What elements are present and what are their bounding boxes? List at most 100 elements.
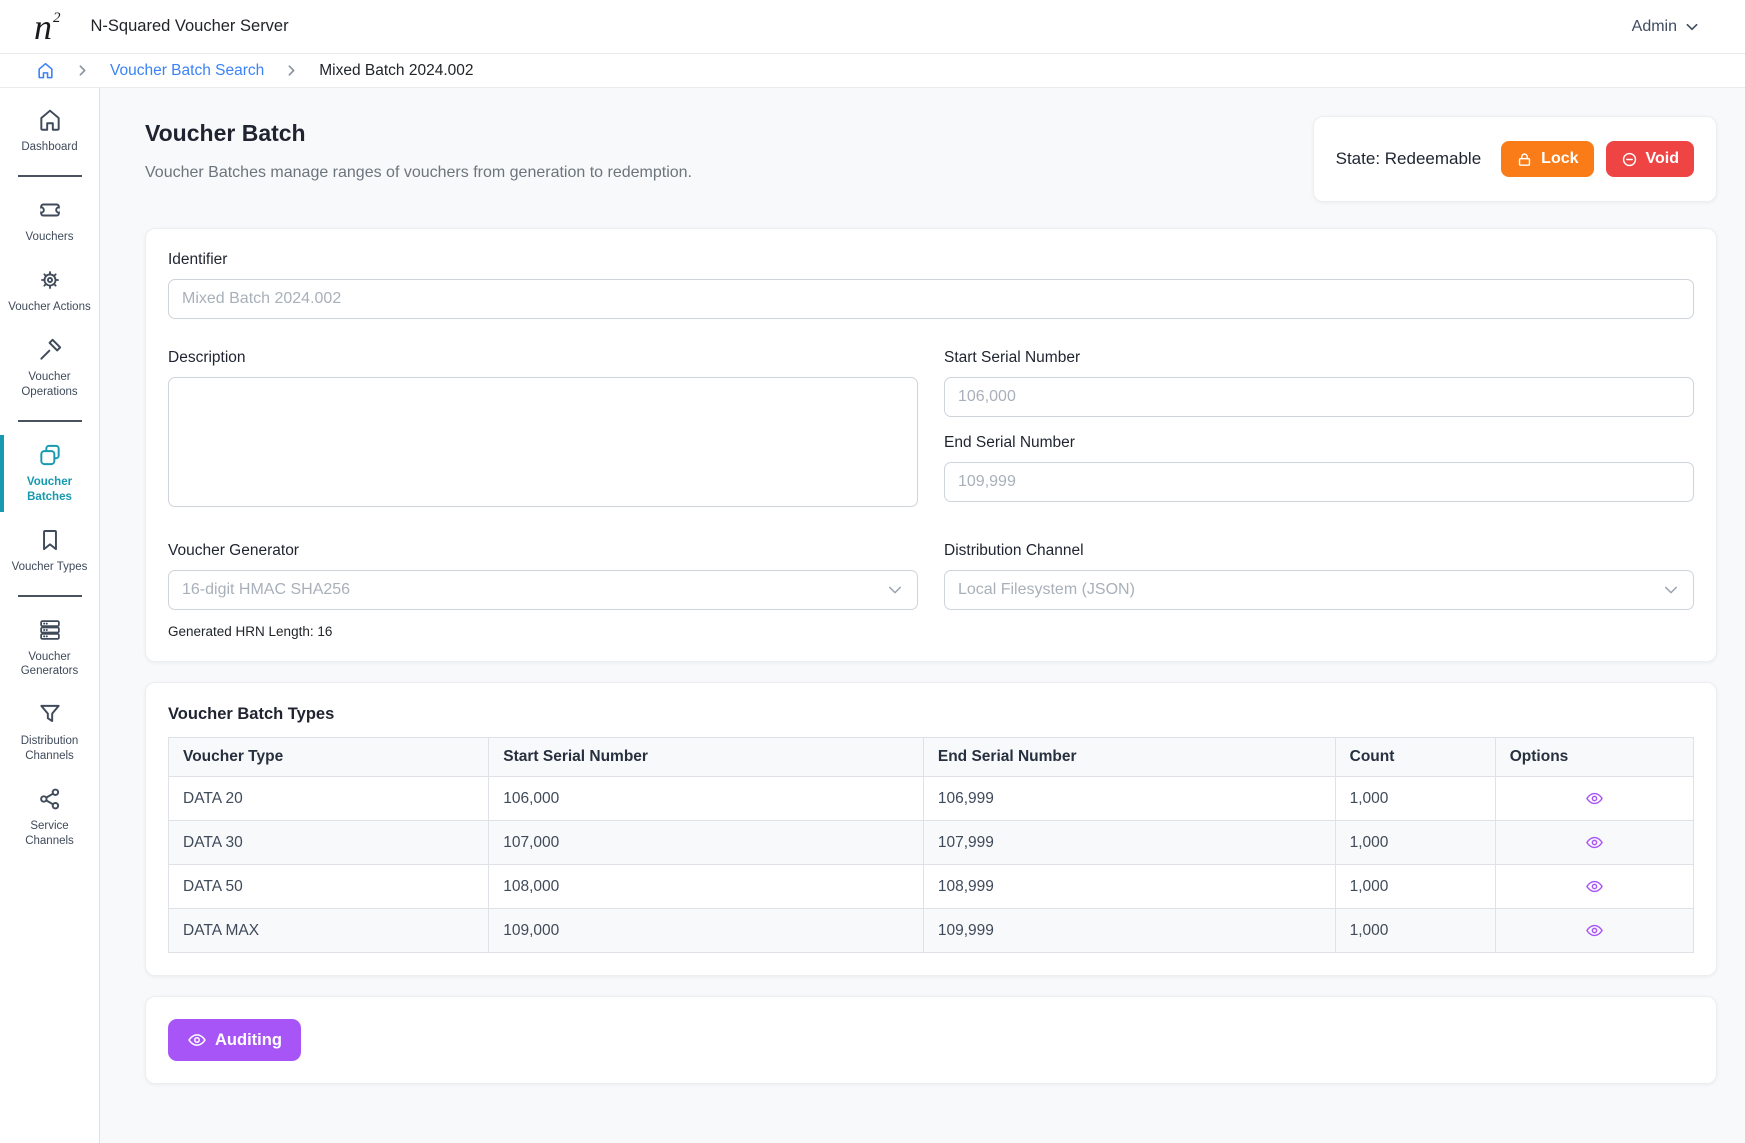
- distribution-channel-label: Distribution Channel: [944, 542, 1084, 559]
- page-header: Voucher Batch Voucher Batches manage ran…: [145, 116, 1717, 202]
- cell-count: 1,000: [1334, 776, 1496, 821]
- home-icon: [39, 109, 60, 131]
- sidebar-item-dashboard[interactable]: Dashboard: [0, 96, 99, 166]
- sidebar-item-distribution-channels[interactable]: Distribution Channels: [0, 690, 99, 775]
- chevron-down-icon: [889, 586, 901, 594]
- eye-icon: [188, 1034, 206, 1046]
- sidebar-item-label: Voucher Types: [11, 560, 88, 573]
- start-serial-label: Start Serial Number: [944, 349, 1081, 366]
- auditing-button[interactable]: Auditing: [168, 1019, 301, 1061]
- app-header: n2 N-Squared Voucher Server Admin: [0, 0, 1745, 54]
- breadcrumb: Voucher Batch Search Mixed Batch 2024.00…: [0, 54, 1745, 88]
- eye-icon: [1586, 924, 1603, 937]
- lock-button[interactable]: Lock: [1501, 141, 1594, 177]
- identifier-group: Identifier: [168, 251, 1694, 319]
- distribution-channel-select[interactable]: Local Filesystem (JSON): [944, 570, 1694, 610]
- description-label: Description: [168, 349, 246, 366]
- sidebar-item-label: Distribution Channels: [20, 735, 79, 763]
- distribution-channel-group: Distribution Channel Local Filesystem (J…: [944, 542, 1694, 610]
- table-row: DATA 30 107,000 107,999 1,000: [167, 820, 1695, 865]
- cell-start-serial: 107,000: [488, 820, 924, 865]
- column-header-options: Options: [1494, 737, 1695, 777]
- eye-icon: [1586, 880, 1603, 893]
- sidebar-item-label: Dashboard: [21, 141, 78, 153]
- cell-voucher-type: DATA 50: [167, 864, 490, 909]
- sidebar-item-label: Voucher Actions: [8, 300, 91, 313]
- start-serial-input[interactable]: [944, 377, 1694, 417]
- distribution-channel-value: Local Filesystem (JSON): [958, 581, 1135, 598]
- sidebar-item-voucher-batches[interactable]: Voucher Batches: [0, 431, 99, 516]
- column-header-count: Count: [1334, 737, 1496, 777]
- sidebar-item-service-channels[interactable]: Service Channels: [0, 775, 99, 860]
- serial-numbers-group: Start Serial Number End Serial Number: [944, 349, 1694, 502]
- table-header-row: Voucher Type Start Serial Number End Ser…: [167, 737, 1695, 777]
- sidebar-item-vouchers[interactable]: Vouchers: [0, 186, 99, 256]
- auditing-card: Auditing: [145, 996, 1717, 1084]
- chevron-down-icon: [1665, 586, 1677, 594]
- voucher-generator-label: Voucher Generator: [168, 542, 299, 559]
- breadcrumb-home[interactable]: [36, 61, 55, 80]
- home-icon: [38, 62, 53, 79]
- table-row: DATA 20 106,000 106,999 1,000: [167, 776, 1695, 821]
- logo-n: n: [34, 6, 52, 47]
- view-batch-type-button[interactable]: [1583, 919, 1606, 942]
- main-content: Voucher Batch Voucher Batches manage ran…: [100, 88, 1745, 1143]
- ban-icon: [1622, 152, 1636, 166]
- voucher-generator-select[interactable]: 16-digit HMAC SHA256: [168, 570, 918, 610]
- gear-icon: [40, 270, 59, 289]
- breadcrumb-link-voucher-batch-search[interactable]: Voucher Batch Search: [110, 61, 265, 79]
- cell-end-serial: 106,999: [922, 776, 1336, 821]
- app-logo[interactable]: n2: [34, 9, 61, 45]
- breadcrumb-separator-icon: [285, 64, 298, 77]
- end-serial-input[interactable]: [944, 462, 1694, 502]
- cell-voucher-type: DATA MAX: [167, 908, 490, 953]
- server-icon: [39, 619, 60, 640]
- logo-sup: 2: [53, 9, 61, 26]
- sidebar-item-voucher-actions[interactable]: Voucher Actions: [0, 256, 99, 326]
- table-row: DATA MAX 109,000 109,999 1,000: [167, 908, 1695, 953]
- description-serial-row: Description Start Serial Number End Seri…: [168, 349, 1694, 512]
- view-batch-type-button[interactable]: [1583, 875, 1606, 898]
- cell-count: 1,000: [1334, 864, 1496, 909]
- void-button[interactable]: Void: [1605, 141, 1694, 177]
- identifier-label: Identifier: [168, 251, 228, 268]
- voucher-generator-value: 16-digit HMAC SHA256: [182, 581, 351, 598]
- state-label: State: Redeemable: [1335, 149, 1482, 168]
- description-textarea[interactable]: [168, 377, 918, 507]
- end-serial-label: End Serial Number: [944, 434, 1075, 451]
- sidebar-item-voucher-generators[interactable]: Voucher Generators: [0, 606, 99, 691]
- user-menu[interactable]: Admin: [1632, 18, 1700, 36]
- sidebar-item-voucher-operations[interactable]: Voucher Operations: [0, 326, 99, 411]
- sidebar-item-voucher-types[interactable]: Voucher Types: [0, 516, 99, 586]
- identifier-input[interactable]: [168, 279, 1694, 319]
- column-header-end-serial: End Serial Number: [922, 737, 1336, 777]
- sidebar-divider: [17, 419, 82, 422]
- lock-icon: [1519, 152, 1531, 166]
- column-header-start-serial: Start Serial Number: [488, 737, 924, 777]
- view-batch-type-button[interactable]: [1583, 787, 1606, 810]
- generated-hrn-length-hint: Generated HRN Length: 16: [168, 624, 333, 639]
- sidebar-item-label: Service Channels: [25, 820, 74, 848]
- view-batch-type-button[interactable]: [1583, 831, 1606, 854]
- cell-voucher-type: DATA 20: [167, 776, 490, 821]
- table-row: DATA 50 108,000 108,999 1,000: [167, 864, 1695, 909]
- cell-end-serial: 107,999: [922, 820, 1336, 865]
- generator-channel-row: Voucher Generator 16-digit HMAC SHA256 G…: [168, 542, 1694, 639]
- voucher-batch-types-table: Voucher Type Start Serial Number End Ser…: [167, 737, 1695, 953]
- sidebar-item-label: Voucher Batches: [26, 475, 73, 503]
- copy-icon: [39, 444, 60, 465]
- cell-count: 1,000: [1334, 820, 1496, 865]
- column-header-voucher-type: Voucher Type: [167, 737, 490, 777]
- voucher-batch-form-card: Identifier Description Start Serial Numb…: [145, 228, 1717, 662]
- void-button-label: Void: [1645, 150, 1679, 167]
- state-card: State: Redeemable Lock Void: [1312, 116, 1717, 202]
- eye-icon: [1586, 792, 1603, 805]
- eye-icon: [1586, 836, 1603, 849]
- batch-types-title: Voucher Batch Types: [168, 705, 335, 723]
- cell-end-serial: 109,999: [922, 908, 1336, 953]
- sidebar-item-label: Voucher Generators: [20, 650, 79, 678]
- page-title: Voucher Batch: [145, 120, 306, 146]
- description-group: Description: [168, 349, 918, 512]
- cell-start-serial: 108,000: [488, 864, 924, 909]
- share-nodes-icon: [39, 788, 59, 810]
